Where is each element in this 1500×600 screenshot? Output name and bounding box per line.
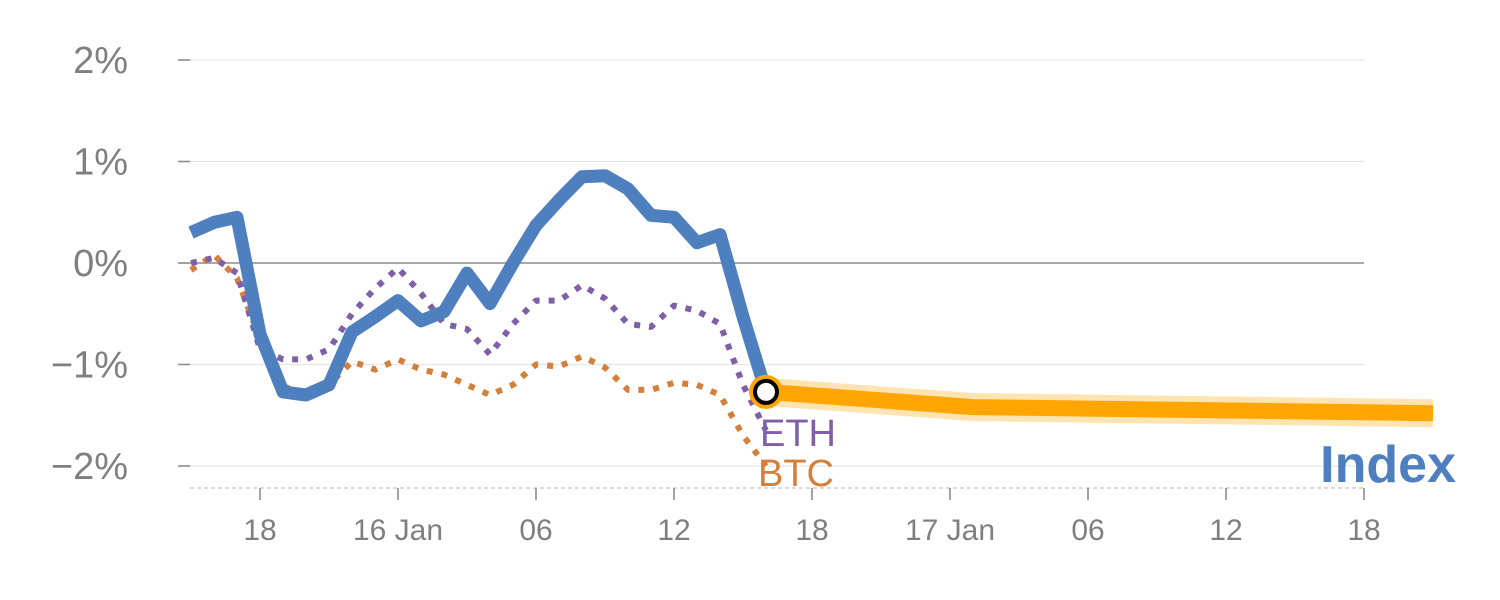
x-tick-label-6: 06 [1071,514,1104,547]
x-tick-label-2: 06 [519,514,552,547]
x-tick-label-8: 18 [1347,514,1380,547]
x-tick-label-3: 12 [657,514,690,547]
x-tick-label-0: 18 [243,514,276,547]
series-line-index [188,169,773,402]
x-tick-label-5: 17 Jan [905,514,995,547]
x-axis: 18 16 Jan 06 12 18 17 Jan 06 12 18 [190,487,1381,547]
y-tick-label-0: 2% [73,40,128,82]
y-tick-label-2: 0% [73,243,128,285]
series-line-eth [190,254,769,432]
y-tick-label-1: 1% [73,142,128,184]
y-tick-label-4: −2% [51,446,128,488]
x-tick-label-4: 18 [795,514,828,547]
annotations: ETH BTC Index [758,413,1456,495]
label-btc: BTC [758,453,834,495]
y-axis: 2% 1% 0% −1% −2% [51,40,190,488]
x-tick-label-1: 16 Jan [353,514,443,547]
series-lines [188,169,1434,468]
series-line-index-forecast [765,383,1434,422]
current-value-marker [753,378,779,405]
y-tick-label-3: −1% [51,345,128,387]
label-eth: ETH [760,413,836,455]
label-index: Index [1320,436,1456,494]
x-tick-label-7: 12 [1209,514,1242,547]
